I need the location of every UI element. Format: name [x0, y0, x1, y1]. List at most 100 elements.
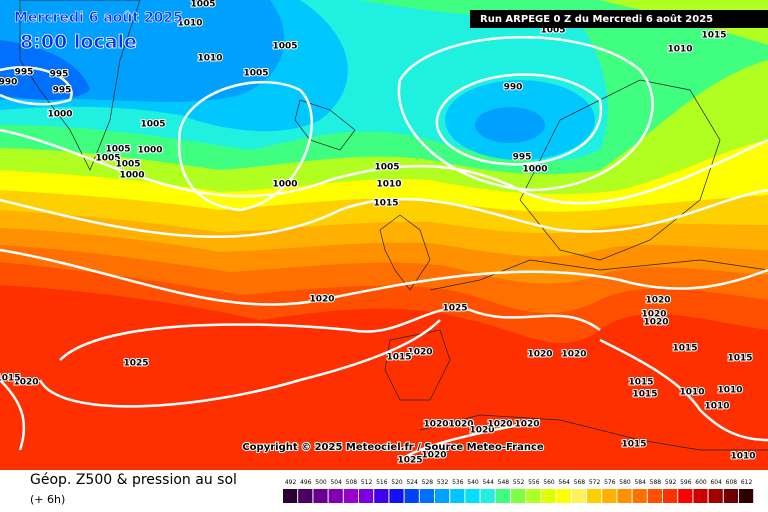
isobar-label: 1010	[730, 452, 755, 462]
scale-label: 544	[482, 479, 494, 486]
scale-label: 548	[498, 479, 510, 486]
scale-swatch	[419, 489, 434, 503]
greenland	[19, 0, 141, 171]
scale-label: 536	[452, 479, 464, 486]
scale-swatch	[632, 489, 647, 503]
scale-label: 496	[300, 479, 312, 486]
scale-swatch	[708, 489, 723, 503]
scale-swatch	[526, 489, 541, 503]
british-isles	[379, 214, 431, 291]
scale-label: 576	[604, 479, 616, 486]
scale-label: 492	[285, 479, 297, 486]
scale-label: 596	[680, 479, 692, 486]
isobar-label: 1005	[190, 0, 215, 10]
isobar-label: 1020	[423, 420, 448, 430]
isobar-label: 1015	[621, 440, 646, 450]
isobar-label: 1005	[243, 69, 268, 79]
field	[0, 0, 768, 470]
isobar-label: 1010	[717, 386, 742, 396]
isobar-label: 1015	[628, 378, 653, 388]
isobar-label: 995	[513, 153, 532, 163]
footer-title: Géop. Z500 & pression au sol	[30, 472, 237, 488]
isobar	[0, 188, 768, 238]
run-info: Run ARPEGE 0 Z du Mercredi 6 août 2025	[480, 13, 713, 25]
scale-swatch	[556, 489, 571, 503]
scale-swatch	[647, 489, 662, 503]
scale-swatch	[343, 489, 358, 503]
scale-label: 556	[528, 479, 540, 486]
iceland	[294, 99, 356, 151]
isobar-label: 1020	[421, 451, 446, 461]
scale-swatch	[617, 489, 632, 503]
scale-label: 612	[741, 479, 753, 486]
footer-step: (+ 6h)	[30, 493, 65, 506]
scale-swatch	[359, 489, 374, 503]
scale-swatch	[389, 489, 404, 503]
isobar	[435, 73, 603, 166]
isobar	[59, 307, 601, 361]
isobar-label: 1020	[527, 350, 552, 360]
scandinavia	[519, 79, 721, 261]
scale-swatch	[374, 489, 389, 503]
isobar	[38, 319, 441, 408]
scale-label: 508	[346, 479, 358, 486]
scale-label: 588	[650, 479, 662, 486]
isobar-label: 1015	[632, 390, 657, 400]
field-blob	[475, 107, 545, 143]
isobar-label: 1020	[448, 420, 473, 430]
scale-swatch	[495, 489, 510, 503]
scale-label: 520	[391, 479, 403, 486]
isobar	[0, 248, 768, 306]
scale-label: 600	[695, 479, 707, 486]
map-time: 8:00 locale	[20, 31, 137, 53]
isobar-label: 1000	[522, 165, 547, 175]
map-date: Mercredi 6 août 2025	[14, 10, 183, 26]
scale-label: 608	[726, 479, 738, 486]
north-africa	[419, 414, 768, 451]
scale-swatch	[602, 489, 617, 503]
isobar	[0, 379, 26, 451]
isobar-label: 1005	[374, 163, 399, 173]
scale-label: 532	[437, 479, 449, 486]
isobar-label: 1020	[645, 296, 670, 306]
isobar-label: 1010	[704, 402, 729, 412]
isobar-label: 1020	[641, 310, 666, 320]
scale-swatch	[541, 489, 556, 503]
europe	[384, 259, 768, 401]
scale-swatch	[571, 489, 586, 503]
isobar-label: 1025	[442, 304, 467, 314]
scale-swatch	[450, 489, 465, 503]
isobar-label: 1005	[105, 145, 130, 155]
isobar-label: 1025	[123, 359, 148, 369]
isobar-label: 1020	[13, 378, 38, 388]
isobar-label: 1005	[272, 42, 297, 52]
isobar	[0, 128, 768, 205]
isobar-label: 1015	[701, 31, 726, 41]
isobar-label: 1020	[487, 420, 512, 430]
isobar-label: 1010	[197, 54, 222, 64]
scale-swatch	[465, 489, 480, 503]
isobar-label: 1020	[309, 295, 334, 305]
scale-swatch	[404, 489, 419, 503]
isobar-label: 1020	[407, 348, 432, 358]
scale-swatch	[587, 489, 602, 503]
scale-swatch	[480, 489, 495, 503]
scale-swatch	[435, 489, 450, 503]
scale-swatch	[739, 489, 754, 503]
isobar-label: 995	[15, 68, 34, 78]
scale-swatch	[511, 489, 526, 503]
scale-label: 560	[543, 479, 555, 486]
isobar-label: 1005	[95, 154, 120, 164]
coastlines	[19, 0, 768, 451]
scale-label: 564	[558, 479, 570, 486]
isobar-label: 1000	[137, 146, 162, 156]
isobar-label: 1015	[0, 374, 21, 384]
isobar-label: 1015	[727, 354, 752, 364]
scale-label: 540	[467, 479, 479, 486]
scale-label: 580	[619, 479, 631, 486]
isobar-label: 990	[504, 83, 523, 93]
isobar-label: 1010	[376, 180, 401, 190]
scale-label: 500	[315, 479, 327, 486]
